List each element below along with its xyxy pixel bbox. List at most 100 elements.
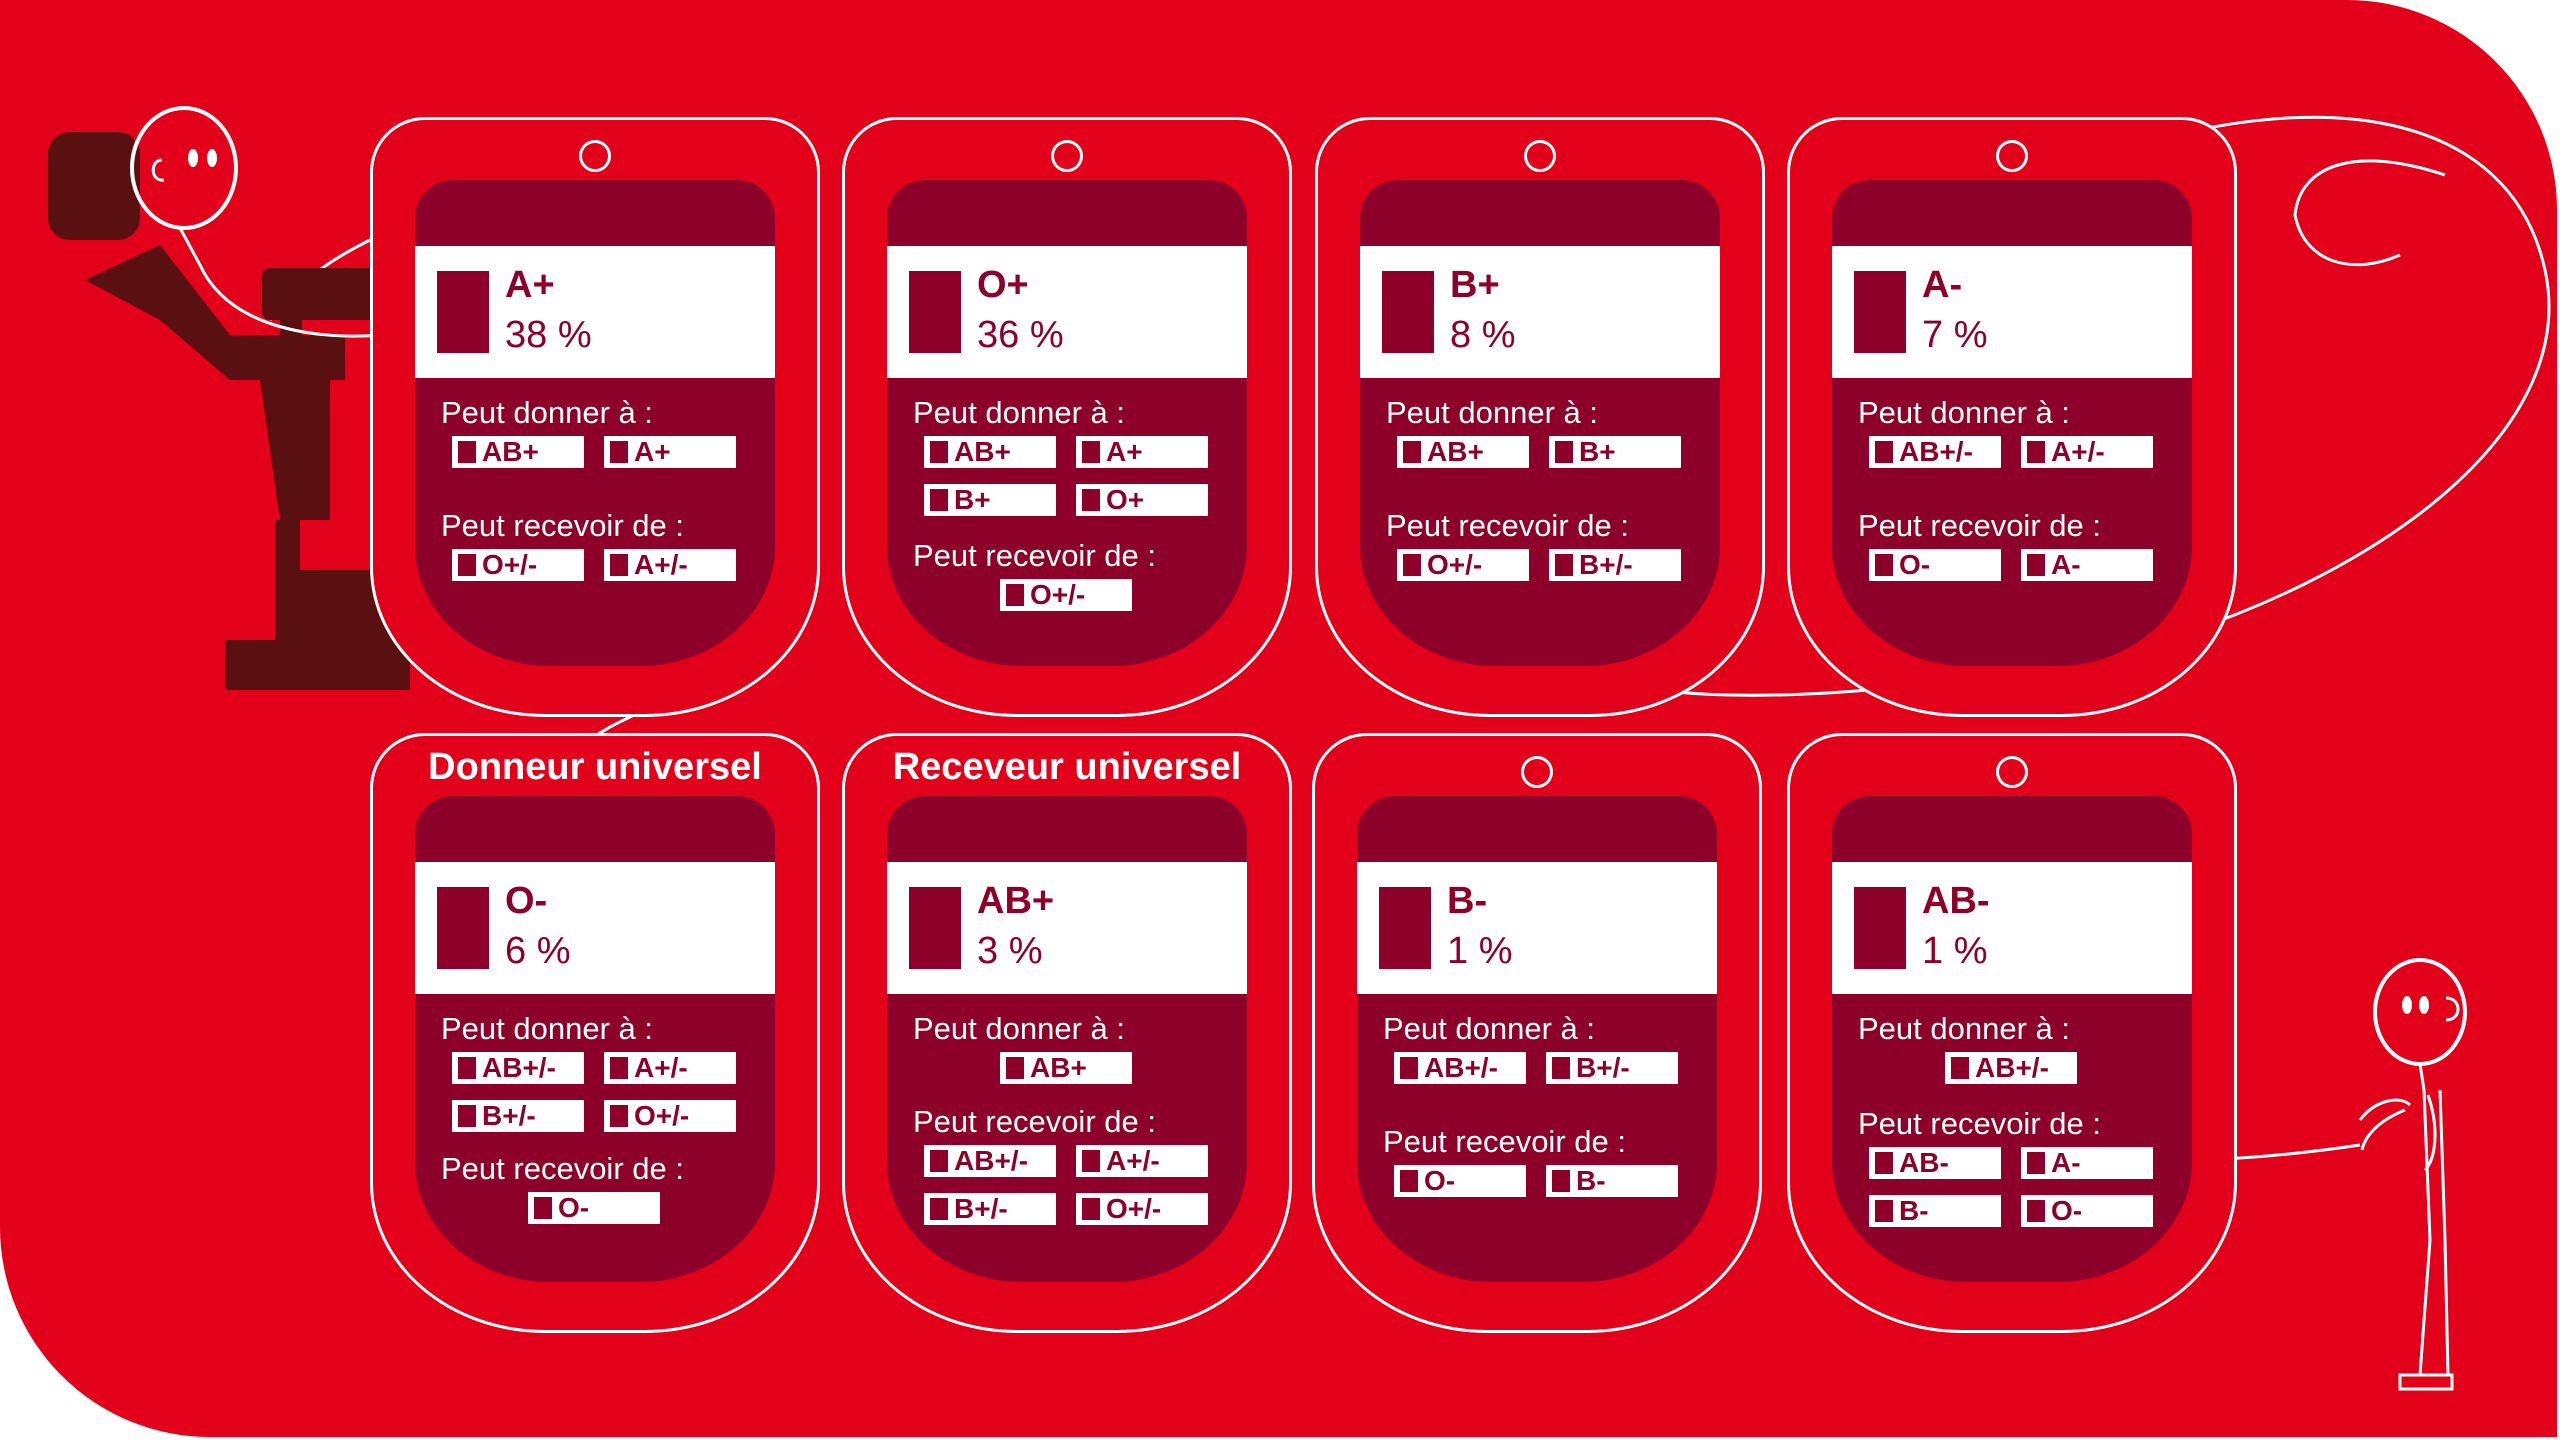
- compat-chip: AB+: [449, 433, 587, 471]
- can-give-list: AB+ B+: [1394, 433, 1684, 471]
- checkbox-square: [1555, 441, 1573, 463]
- population-percentage: 7 %: [1922, 314, 1988, 356]
- can-receive-list: AB+/- A+/- B+/- O+/-: [921, 1142, 1211, 1228]
- checkbox-square: [610, 1105, 628, 1127]
- checkbox-square: [610, 441, 628, 463]
- can-give-list: AB+/-: [1866, 1049, 2156, 1087]
- can-give-label: Peut donner à :: [1386, 395, 1598, 430]
- compat-chip: B-: [1866, 1192, 2004, 1230]
- bag-hanging-hole: [1524, 140, 1556, 172]
- blood-type-label: B- 1 %: [1357, 862, 1717, 994]
- bag-hanging-hole: [1996, 140, 2028, 172]
- checkbox-square: [1875, 441, 1893, 463]
- compat-chip: A+/-: [601, 1049, 739, 1087]
- compat-chip: O-: [1866, 546, 2004, 584]
- can-receive-list: O-: [449, 1189, 739, 1227]
- checkbox-square: [1951, 1057, 1969, 1079]
- checkbox-square: [2027, 1200, 2045, 1222]
- compat-chip: AB+/-: [449, 1049, 587, 1087]
- checkbox-square: [930, 1198, 948, 1220]
- can-give-label: Peut donner à :: [913, 395, 1125, 430]
- checkbox-square: [1552, 1057, 1570, 1079]
- can-receive-label: Peut recevoir de :: [441, 508, 684, 543]
- bag-hanging-hole: [1051, 140, 1083, 172]
- compat-chip: O-: [1391, 1162, 1529, 1200]
- bag-pocket: O+ 36 % Peut donner à : AB+ A+ B+ O+ Peu…: [887, 180, 1247, 666]
- checkbox-square: [1400, 1170, 1418, 1192]
- blood-type: B-: [1447, 880, 1488, 922]
- checkbox-square: [1552, 1170, 1570, 1192]
- checkbox-square: [1006, 584, 1024, 606]
- can-receive-label: Peut recevoir de :: [913, 538, 1156, 573]
- blood-type-label: O- 6 %: [415, 862, 775, 994]
- checkbox-square: [2027, 554, 2045, 576]
- type-swatch: [1379, 887, 1431, 969]
- blood-type-label: A+ 38 %: [415, 246, 775, 378]
- blood-bag-a-plus: A+ 38 % Peut donner à : AB+ A+ Peut rece…: [370, 117, 820, 717]
- compat-chip: B+/-: [1546, 546, 1684, 584]
- checkbox-square: [458, 1105, 476, 1127]
- checkbox-square: [1403, 441, 1421, 463]
- checkbox-square: [1082, 1198, 1100, 1220]
- blood-bag-ab-minus: AB- 1 % Peut donner à : AB+/- Peut recev…: [1787, 733, 2237, 1333]
- can-give-label: Peut donner à :: [441, 1011, 653, 1046]
- compat-chip: AB+/-: [921, 1142, 1059, 1180]
- can-give-list: AB+/- A+/-: [1866, 433, 2156, 471]
- checkbox-square: [930, 489, 948, 511]
- bag-pocket: B- 1 % Peut donner à : AB+/- B+/- Peut r…: [1357, 796, 1717, 1282]
- bag-hanging-hole: [1996, 756, 2028, 788]
- blood-bag-ab-plus: Receveur universel AB+ 3 % Peut donner à…: [842, 733, 1292, 1333]
- can-give-list: AB+: [921, 1049, 1211, 1087]
- can-give-list: AB+/- A+/- B+/- O+/-: [449, 1049, 739, 1135]
- checkbox-square: [458, 441, 476, 463]
- compat-chip: O-: [2018, 1192, 2156, 1230]
- blood-bag-b-minus: B- 1 % Peut donner à : AB+/- B+/- Peut r…: [1312, 733, 1762, 1333]
- checkbox-square: [1082, 441, 1100, 463]
- blood-type: A+: [505, 264, 555, 306]
- blood-type-label: B+ 8 %: [1360, 246, 1720, 378]
- type-swatch: [437, 271, 489, 353]
- checkbox-square: [1082, 489, 1100, 511]
- checkbox-square: [610, 1057, 628, 1079]
- can-give-label: Peut donner à :: [913, 1011, 1125, 1046]
- can-give-label: Peut donner à :: [1858, 1011, 2070, 1046]
- compat-chip: O+/-: [1073, 1190, 1211, 1228]
- can-receive-list: O+/- A+/-: [449, 546, 739, 584]
- compat-chip: B+/-: [921, 1190, 1059, 1228]
- compat-chip: AB+/-: [1942, 1049, 2080, 1087]
- population-percentage: 3 %: [977, 930, 1043, 972]
- compat-chip: AB+: [997, 1049, 1135, 1087]
- checkbox-square: [1400, 1057, 1418, 1079]
- compat-chip: B-: [1543, 1162, 1681, 1200]
- compat-chip: O+/-: [1394, 546, 1532, 584]
- blood-bag-a-minus: A- 7 % Peut donner à : AB+/- A+/- Peut r…: [1787, 117, 2237, 717]
- can-give-label: Peut donner à :: [441, 395, 653, 430]
- checkbox-square: [1403, 554, 1421, 576]
- bag-pocket: O- 6 % Peut donner à : AB+/- A+/- B+/- O…: [415, 796, 775, 1282]
- checkbox-square: [2027, 1152, 2045, 1174]
- can-receive-label: Peut recevoir de :: [1858, 1106, 2101, 1141]
- can-receive-list: O+/- B+/-: [1394, 546, 1684, 584]
- compat-chip: O+/-: [601, 1097, 739, 1135]
- donor-in-chair: [48, 106, 410, 690]
- compat-chip: O-: [525, 1189, 663, 1227]
- population-percentage: 6 %: [505, 930, 571, 972]
- universal-recipient-badge: Receveur universel: [892, 746, 1242, 788]
- compat-chip: A-: [2018, 1144, 2156, 1182]
- compat-chip: A+: [601, 433, 739, 471]
- can-receive-list: O- B-: [1391, 1162, 1681, 1200]
- bag-pocket: B+ 8 % Peut donner à : AB+ B+ Peut recev…: [1360, 180, 1720, 666]
- type-swatch: [1854, 887, 1906, 969]
- compat-chip: AB+/-: [1391, 1049, 1529, 1087]
- blood-type-label: AB- 1 %: [1832, 862, 2192, 994]
- bag-pocket: AB+ 3 % Peut donner à : AB+ Peut recevoi…: [887, 796, 1247, 1282]
- compat-chip: A+: [1073, 433, 1211, 471]
- bag-pocket: A+ 38 % Peut donner à : AB+ A+ Peut rece…: [415, 180, 775, 666]
- blood-type: AB-: [1922, 880, 1990, 922]
- checkbox-square: [1082, 1150, 1100, 1172]
- checkbox-square: [1875, 1152, 1893, 1174]
- type-swatch: [909, 271, 961, 353]
- checkbox-square: [610, 554, 628, 576]
- can-receive-label: Peut recevoir de :: [1383, 1124, 1626, 1159]
